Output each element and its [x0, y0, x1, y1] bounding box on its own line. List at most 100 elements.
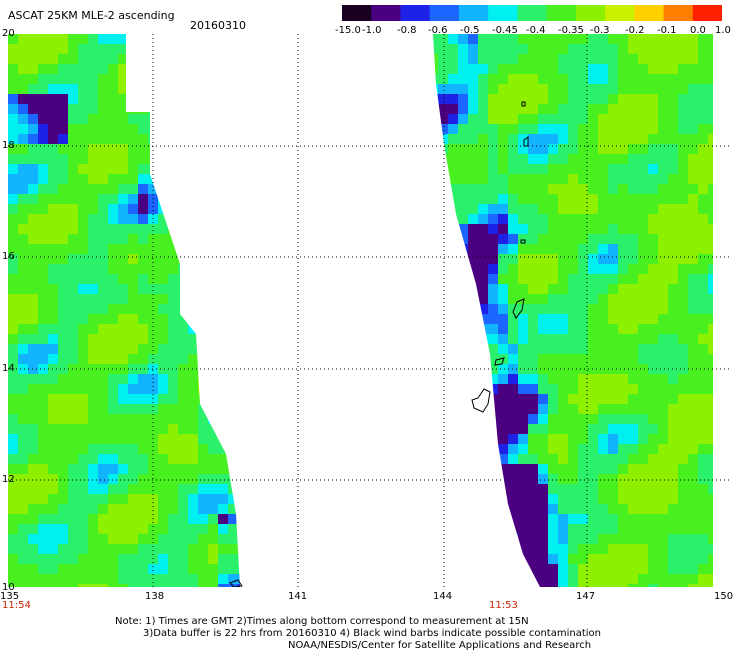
wind-pixel: [448, 464, 458, 474]
wind-pixel: [158, 304, 168, 314]
wind-pixel: [178, 174, 188, 184]
wind-pixel: [458, 134, 468, 144]
wind-pixel: [608, 414, 618, 424]
wind-pixel: [228, 274, 238, 284]
wind-pixel: [8, 564, 18, 574]
wind-pixel: [8, 394, 18, 404]
wind-pixel: [98, 184, 108, 194]
wind-pixel: [38, 234, 48, 244]
wind-pixel: [218, 484, 228, 494]
wind-pixel: [618, 234, 628, 244]
wind-pixel: [58, 504, 68, 514]
wind-pixel: [128, 354, 138, 364]
wind-pixel: [668, 374, 678, 384]
wind-pixel: [138, 64, 148, 74]
wind-pixel: [708, 164, 713, 174]
wind-pixel: [48, 224, 58, 234]
wind-pixel: [708, 114, 713, 124]
wind-pixel: [208, 294, 218, 304]
wind-pixel: [438, 364, 448, 374]
wind-pixel: [558, 194, 568, 204]
wind-pixel: [228, 374, 238, 384]
wind-pixel: [558, 394, 568, 404]
wind-pixel: [518, 164, 528, 174]
wind-pixel: [498, 384, 508, 394]
wind-pixel: [508, 194, 518, 204]
wind-pixel: [588, 384, 598, 394]
wind-pixel: [433, 414, 438, 424]
wind-pixel: [98, 514, 108, 524]
wind-pixel: [668, 204, 678, 214]
wind-pixel: [188, 184, 198, 194]
wind-pixel: [598, 464, 608, 474]
wind-pixel: [198, 64, 208, 74]
wind-pixel: [178, 444, 188, 454]
wind-pixel: [38, 94, 48, 104]
wind-pixel: [598, 404, 608, 414]
wind-pixel: [128, 44, 138, 54]
wind-pixel: [638, 434, 648, 444]
wind-pixel: [708, 374, 713, 384]
wind-pixel: [198, 324, 208, 334]
wind-pixel: [238, 284, 240, 294]
wind-pixel: [668, 74, 678, 84]
wind-pixel: [698, 414, 708, 424]
wind-pixel: [38, 374, 48, 384]
wind-pixel: [518, 414, 528, 424]
wind-pixel: [58, 334, 68, 344]
wind-pixel: [38, 194, 48, 204]
wind-pixel: [608, 164, 618, 174]
wind-pixel: [433, 584, 438, 587]
wind-pixel: [28, 354, 38, 364]
wind-pixel: [628, 64, 638, 74]
wind-pixel: [38, 164, 48, 174]
wind-pixel: [628, 534, 638, 544]
wind-pixel: [198, 94, 208, 104]
wind-pixel: [688, 404, 698, 414]
wind-pixel: [138, 134, 148, 144]
wind-pixel: [528, 524, 538, 534]
wind-pixel: [438, 64, 448, 74]
wind-pixel: [118, 204, 128, 214]
wind-pixel: [518, 574, 528, 584]
wind-pixel: [18, 244, 28, 254]
wind-pixel: [168, 534, 178, 544]
wind-pixel: [478, 204, 488, 214]
wind-pixel: [468, 34, 478, 44]
colorbar-segment: [400, 5, 431, 21]
wind-pixel: [618, 144, 628, 154]
wind-pixel: [148, 484, 158, 494]
wind-pixel: [548, 274, 558, 284]
wind-pixel: [198, 344, 208, 354]
wind-pixel: [508, 334, 518, 344]
wind-pixel: [18, 534, 28, 544]
wind-pixel: [548, 44, 558, 54]
wind-pixel: [448, 54, 458, 64]
wind-pixel: [8, 574, 18, 584]
wind-pixel: [58, 404, 68, 414]
wind-pixel: [708, 574, 713, 584]
wind-pixel: [658, 314, 668, 324]
wind-pixel: [188, 544, 198, 554]
wind-pixel: [188, 494, 198, 504]
wind-pixel: [498, 34, 508, 44]
wind-pixel: [608, 184, 618, 194]
wind-pixel: [238, 64, 240, 74]
wind-pixel: [478, 454, 488, 464]
wind-pixel: [433, 324, 438, 334]
wind-pixel: [488, 144, 498, 154]
wind-pixel: [138, 304, 148, 314]
wind-pixel: [433, 484, 438, 494]
wind-pixel: [438, 184, 448, 194]
wind-pixel: [678, 564, 688, 574]
wind-pixel: [578, 494, 588, 504]
wind-pixel: [438, 134, 448, 144]
wind-pixel: [118, 244, 128, 254]
wind-pixel: [88, 244, 98, 254]
wind-pixel: [688, 64, 698, 74]
wind-pixel: [598, 374, 608, 384]
wind-pixel: [658, 484, 668, 494]
wind-pixel: [58, 194, 68, 204]
wind-pixel: [618, 504, 628, 514]
wind-pixel: [28, 254, 38, 264]
